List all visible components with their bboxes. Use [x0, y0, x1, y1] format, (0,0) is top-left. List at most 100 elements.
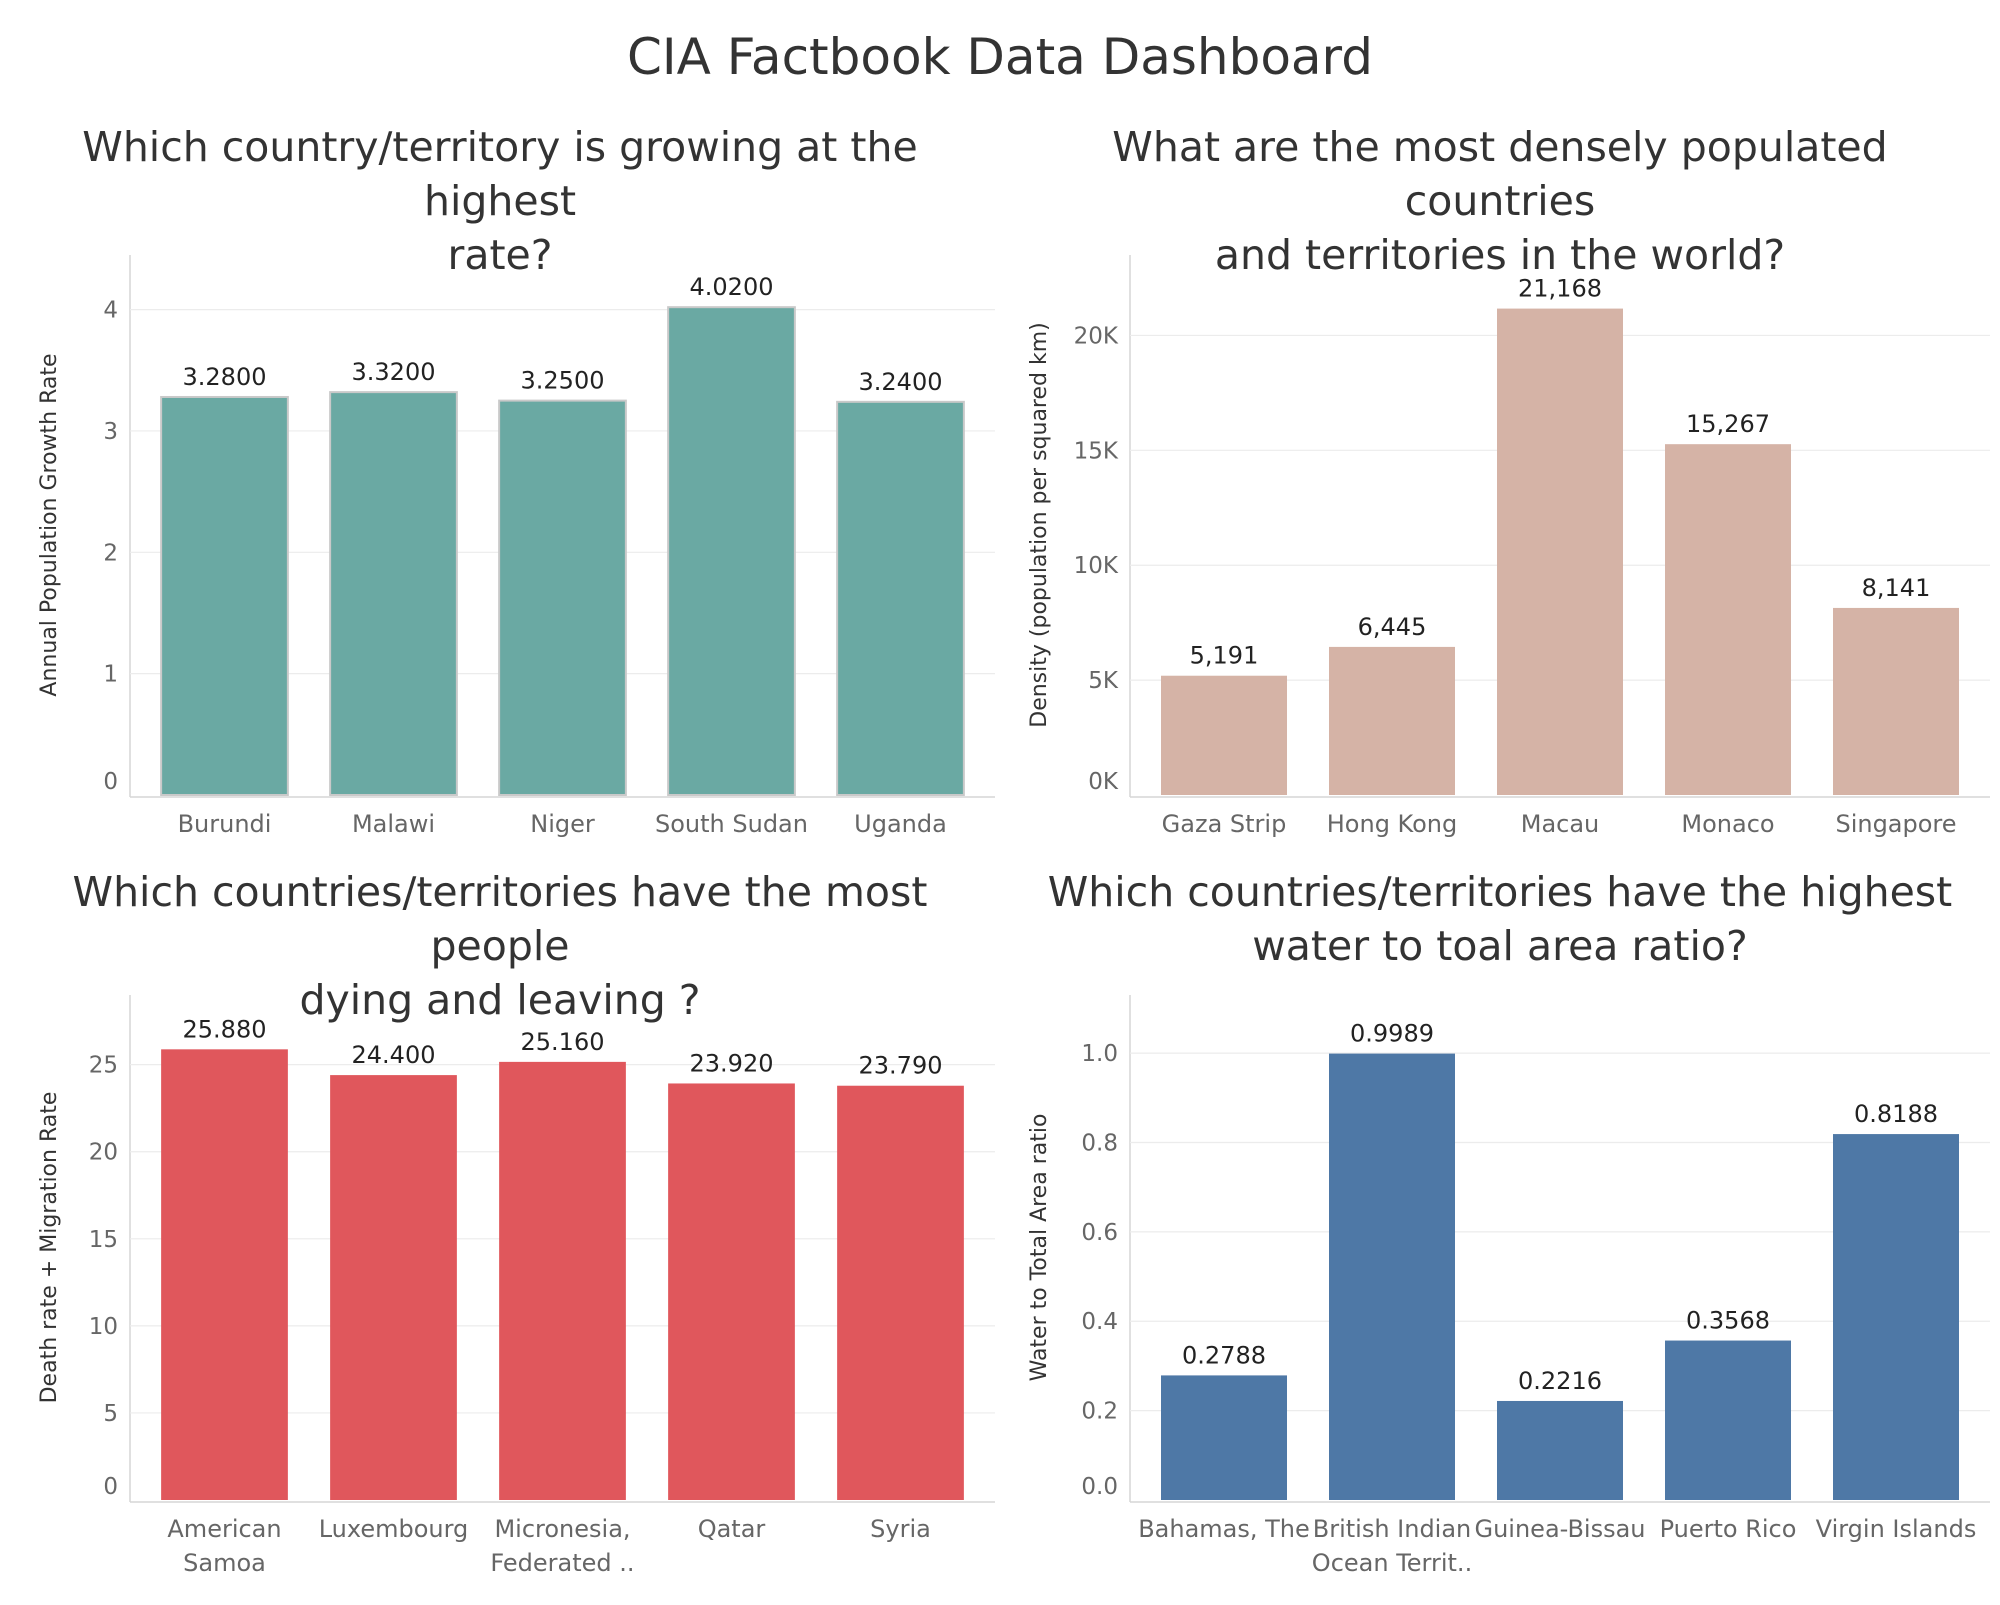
y-tick-label: 0.4 — [1081, 1309, 1118, 1335]
x-category-label: Micronesia, — [494, 1515, 630, 1543]
y-tick-label: 0.8 — [1081, 1130, 1118, 1156]
bar[interactable] — [1833, 607, 1959, 795]
bar[interactable] — [1329, 646, 1455, 795]
y-tick-label: 0.0 — [1081, 1474, 1118, 1500]
y-tick-label: 0K — [1088, 769, 1119, 795]
bar-value-label: 3.2400 — [859, 368, 943, 396]
x-category-label: South Sudan — [655, 810, 808, 838]
bar-value-label: 4.0200 — [690, 273, 774, 301]
bar[interactable] — [1665, 1340, 1791, 1500]
panel-title-line: Which countries/territories have the hig… — [1047, 868, 1953, 916]
y-tick-label: 20K — [1074, 323, 1119, 349]
x-category-label: Uganda — [854, 810, 947, 838]
x-category-label: Burundi — [178, 810, 272, 838]
x-category-label: Samoa — [183, 1549, 266, 1577]
x-category-label: Luxembourg — [319, 1515, 469, 1543]
x-category-label: Monaco — [1681, 810, 1774, 838]
bar-value-label: 24.400 — [352, 1041, 436, 1069]
dashboard-title: CIA Factbook Data Dashboard — [627, 28, 1373, 86]
x-category-label: Guinea-Bissau — [1474, 1515, 1645, 1543]
water-ratio-chart: 0.0 0.2 0.4 0.6 0.8 1.0 Water to Total Area ra… — [1027, 995, 1990, 1577]
x-category-label: Qatar — [698, 1515, 766, 1543]
bar[interactable] — [1161, 675, 1287, 795]
y-tick-label: 10 — [89, 1314, 118, 1340]
bar-value-label: 3.2500 — [521, 367, 605, 395]
x-category-label: Federated .. — [490, 1549, 634, 1577]
bar[interactable] — [1665, 444, 1791, 795]
bar-value-label: 15,267 — [1686, 410, 1770, 438]
bar[interactable] — [1497, 308, 1623, 795]
x-category-label: Gaza Strip — [1162, 810, 1287, 838]
x-category-label: Singapore — [1835, 810, 1956, 838]
bar-value-label: 0.9989 — [1350, 1020, 1434, 1048]
panel-title-line: and territories in the world? — [1214, 231, 1786, 279]
bar[interactable] — [1161, 1375, 1287, 1500]
bar-value-label: 25.160 — [521, 1028, 605, 1056]
bar[interactable] — [498, 399, 627, 796]
bar[interactable] — [667, 306, 796, 796]
y-axis-title: Water to Total Area ratio — [1027, 1114, 1052, 1382]
x-category-label: Hong Kong — [1327, 810, 1457, 838]
x-category-label: American — [167, 1515, 281, 1543]
bar-value-label: 23.790 — [859, 1052, 943, 1080]
y-tick-label: 20 — [89, 1140, 118, 1166]
x-category-label: Macau — [1521, 810, 1600, 838]
bar-value-label: 21,168 — [1518, 275, 1602, 303]
bar[interactable] — [1833, 1134, 1959, 1500]
death-migration-panel-title: Which countries/territories have the mos… — [20, 865, 980, 1027]
death-migration-panel: Which countries/territories have the mos… — [0, 865, 1000, 1605]
growth-rate-panel-title: Which country/territory is growing at th… — [20, 120, 980, 282]
y-tick-label: 2 — [103, 540, 118, 566]
x-category-label: Ocean Territ.. — [1312, 1549, 1472, 1577]
y-tick-label: 0.2 — [1081, 1399, 1118, 1425]
bar[interactable] — [668, 1083, 795, 1500]
bar[interactable] — [836, 400, 965, 796]
bar[interactable] — [837, 1085, 964, 1500]
x-category-label: British Indian — [1313, 1515, 1472, 1543]
bar-value-label: 0.8188 — [1854, 1100, 1938, 1128]
bar[interactable] — [330, 1075, 457, 1500]
y-tick-label: 5K — [1088, 668, 1119, 694]
y-tick-label: 0 — [103, 1474, 118, 1500]
y-tick-label: 4 — [103, 298, 118, 324]
x-category-label: Puerto Rico — [1660, 1515, 1797, 1543]
y-tick-label: 1 — [103, 662, 118, 688]
x-category-label: Bahamas, The — [1138, 1515, 1310, 1543]
y-tick-label: 0 — [103, 769, 118, 795]
y-tick-label: 10K — [1074, 553, 1119, 579]
panel-title-line: water to toal area ratio? — [1252, 922, 1748, 970]
bar-value-label: 3.2800 — [183, 363, 267, 391]
bar-value-label: 6,445 — [1358, 613, 1427, 641]
bar[interactable] — [160, 395, 289, 796]
bar-value-label: 23.920 — [690, 1049, 774, 1077]
x-category-label: Niger — [530, 810, 595, 838]
y-tick-label: 15 — [89, 1227, 118, 1253]
density-panel-title: What are the most densely populated coun… — [1020, 120, 1980, 282]
y-tick-label: 1.0 — [1081, 1041, 1118, 1067]
bar[interactable] — [1497, 1400, 1623, 1500]
bar-value-label: 0.2788 — [1182, 1341, 1266, 1369]
growth-rate-chart: 0 1 2 3 4 Annual Population Growth Rate 3.2800… — [37, 255, 995, 838]
water-ratio-panel-title: Which countries/territories have the hig… — [1020, 865, 1980, 973]
growth-rate-panel: Which country/territory is growing at th… — [0, 120, 1000, 860]
y-tick-label: 25 — [89, 1053, 118, 1079]
bar[interactable] — [1329, 1053, 1455, 1500]
bar-value-label: 0.2216 — [1518, 1367, 1602, 1395]
panel-title-line: Which country/territory is growing at th… — [82, 123, 918, 225]
bar-value-label: 5,191 — [1190, 642, 1259, 670]
x-category-label: Malawi — [352, 810, 435, 838]
density-panel: What are the most densely populated coun… — [1000, 120, 2000, 860]
panel-title-line: dying and leaving ? — [299, 976, 701, 1024]
bar[interactable] — [161, 1049, 288, 1500]
bar-value-label: 0.3568 — [1686, 1307, 1770, 1335]
panel-title-line: Which countries/territories have the mos… — [72, 868, 928, 970]
y-tick-label: 5 — [103, 1401, 118, 1427]
bar[interactable] — [329, 391, 458, 796]
bar[interactable] — [499, 1061, 626, 1500]
y-tick-label: 15K — [1074, 438, 1119, 464]
bar-value-label: 25.880 — [183, 1015, 267, 1043]
y-axis-title: Density (population per squared km) — [1027, 322, 1052, 727]
y-tick-label: 0.6 — [1081, 1220, 1118, 1246]
water-ratio-panel: Which countries/territories have the hig… — [1000, 865, 2000, 1605]
death-migration-chart: 0 5 10 15 20 25 Death rate + Migration Rate 25.… — [37, 995, 995, 1577]
